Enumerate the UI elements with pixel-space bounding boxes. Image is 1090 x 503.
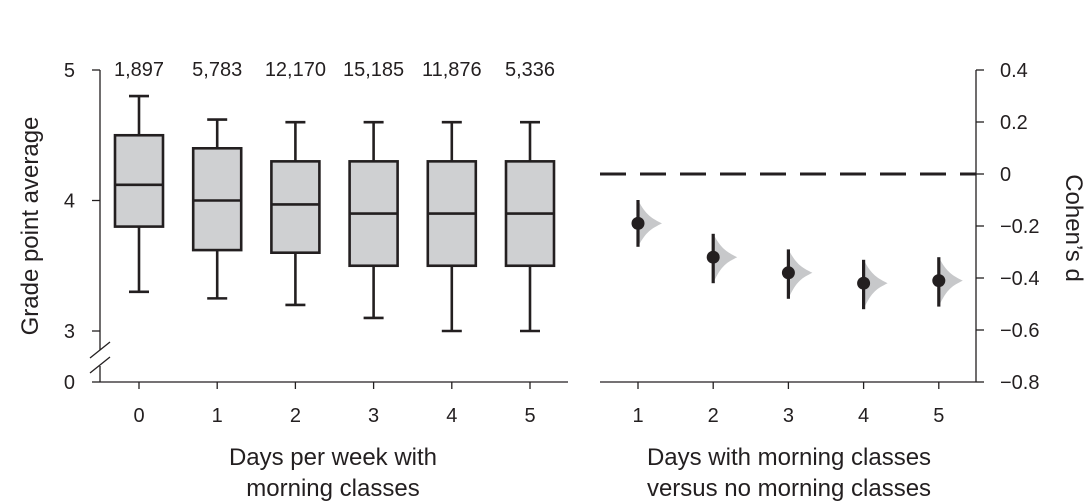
- left-x-tick-label: 3: [368, 405, 379, 427]
- left-x-tick-label: 0: [133, 405, 144, 427]
- left-x-tick-label: 5: [524, 405, 535, 427]
- right-x-tick-label: 3: [783, 405, 794, 427]
- sample-size-label: 15,185: [343, 59, 404, 81]
- right-y-tick-label: −0.6: [1000, 320, 1039, 342]
- left-y-axis-title: Grade point average: [17, 117, 44, 336]
- effect-density: [863, 259, 888, 310]
- right-y-tick-label: 0: [1000, 164, 1011, 186]
- left-x-tick-label: 2: [290, 405, 301, 427]
- effect-size-point: [857, 276, 871, 290]
- left-axis-break-mark-1: [89, 341, 111, 359]
- right-y-tick-label: 0.2: [1000, 112, 1028, 134]
- left-x-axis-title-line-2: morning classes: [246, 475, 419, 502]
- right-y-axis-title: Cohen’s d: [1060, 174, 1087, 282]
- effect-size-point: [781, 266, 795, 280]
- effect-density: [788, 249, 813, 299]
- right-x-axis-title-line-2: versus no morning classes: [647, 475, 931, 502]
- left-x-tick-label: 4: [446, 405, 457, 427]
- right-y-tick-label: −0.2: [1000, 216, 1039, 238]
- gpa-boxplot-panel: 0 3 4 5 0 1,897 1 5,783 2 12,170 3 15,185 4 11,876 5 5,…: [64, 59, 568, 427]
- right-y-tick-label: −0.4: [1000, 268, 1039, 290]
- right-y-tick-label: −0.8: [1000, 372, 1039, 394]
- left-y-tick-label: 0: [64, 372, 75, 394]
- right-x-tick-label: 2: [708, 405, 719, 427]
- sample-size-label: 1,897: [114, 59, 164, 81]
- effect-density: [713, 233, 738, 284]
- effect-size-point: [631, 216, 645, 230]
- effect-size-panel: 0.4 0.2 0 −0.2 −0.4 −0.6 −0.8 1 2 3 4 5: [600, 60, 1039, 427]
- sample-size-label: 11,876: [422, 59, 482, 81]
- left-y-tick-label: 5: [64, 60, 75, 82]
- effect-density: [938, 257, 963, 307]
- right-x-tick-label: 4: [858, 405, 869, 427]
- effect-density: [638, 200, 662, 247]
- iqr-box: [270, 160, 321, 255]
- right-x-tick-label: 1: [632, 405, 643, 427]
- left-axis-break-mark-2: [89, 356, 111, 374]
- effect-size-point: [932, 274, 946, 288]
- iqr-box: [191, 147, 243, 252]
- right-x-tick-label: 5: [933, 405, 944, 427]
- sample-size-label: 12,170: [265, 59, 326, 81]
- right-y-tick-label: 0.4: [1000, 60, 1028, 82]
- right-x-axis-title-line-1: Days with morning classes: [647, 444, 931, 471]
- iqr-box: [113, 133, 165, 228]
- sample-size-label: 5,336: [505, 59, 555, 81]
- left-x-axis-title-line-1: Days per week with: [229, 444, 437, 471]
- effect-size-point: [706, 250, 720, 264]
- sample-size-label: 5,783: [192, 59, 242, 81]
- left-y-tick-label: 3: [64, 321, 75, 343]
- left-x-tick-label: 1: [212, 405, 223, 427]
- left-y-tick-label: 4: [64, 191, 75, 213]
